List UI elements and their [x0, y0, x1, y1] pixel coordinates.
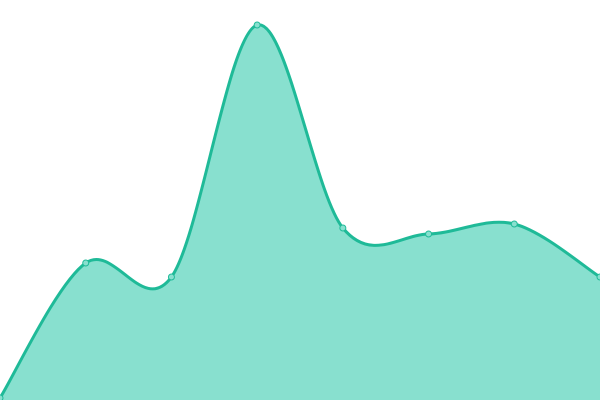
data-point-4 — [339, 224, 347, 232]
data-point-7 — [596, 273, 600, 281]
data-point-3 — [253, 21, 261, 29]
series-line — [0, 23, 600, 399]
data-point-2 — [167, 273, 175, 281]
data-point-0 — [0, 394, 4, 400]
area-fill — [0, 24, 600, 400]
data-point-5 — [425, 230, 433, 238]
data-point-1 — [82, 259, 90, 267]
data-points — [0, 21, 600, 400]
data-point-6 — [510, 220, 518, 228]
